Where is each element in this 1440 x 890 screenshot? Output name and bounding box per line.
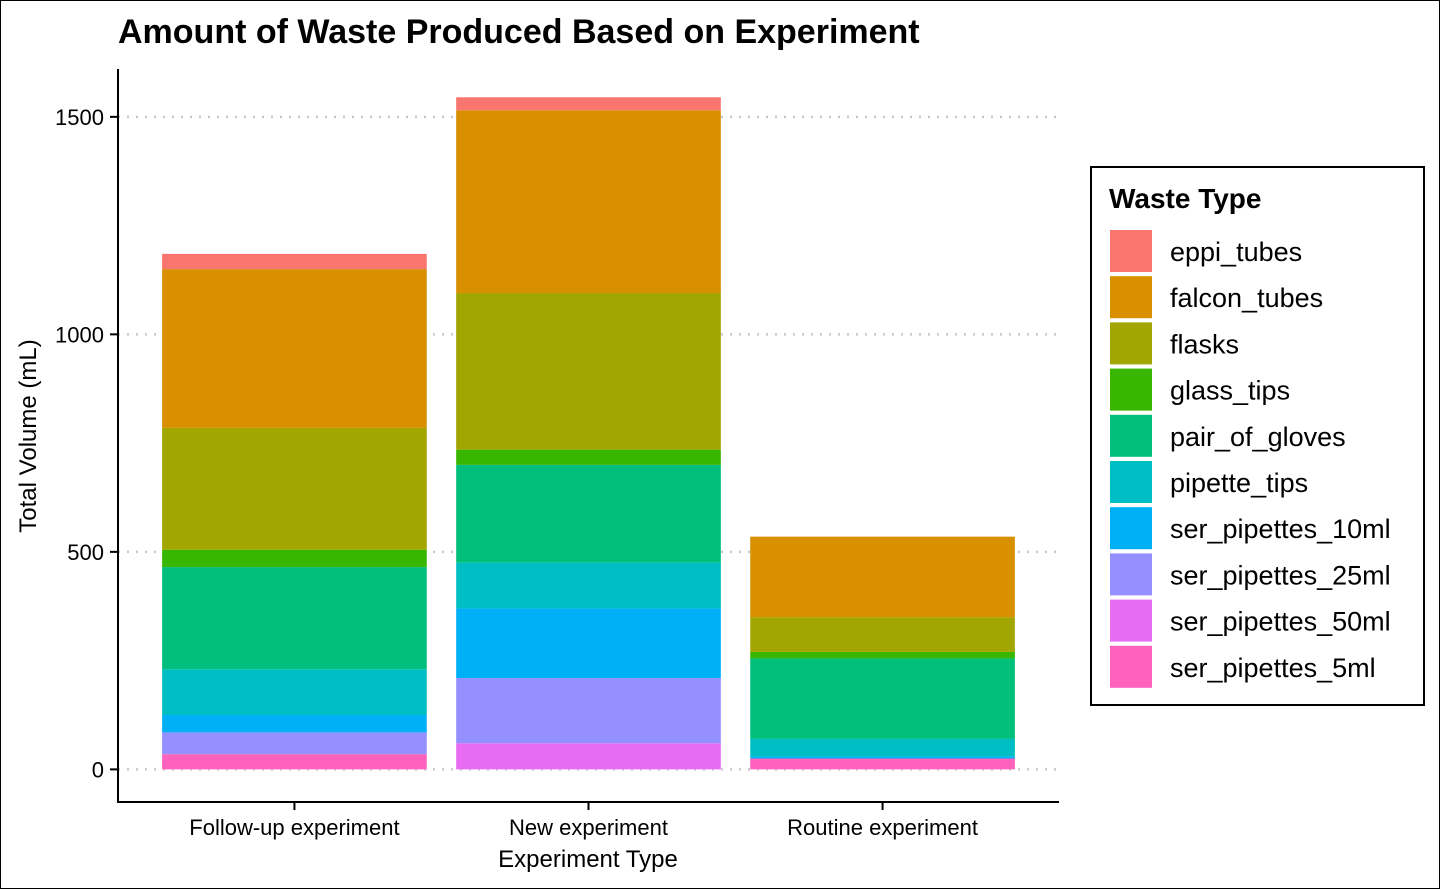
legend-label: flasks — [1170, 329, 1239, 359]
legend-swatch — [1110, 645, 1152, 688]
bar-segment-eppi_tubes — [162, 253, 427, 270]
bar-segment-glass_tips — [750, 651, 1015, 659]
bar-segment-pair_of_gloves — [162, 567, 427, 670]
y-axis-title: Total Volume (mL) — [15, 339, 42, 532]
bar-segment-glass_tips — [456, 449, 721, 465]
legend-swatch — [1110, 553, 1152, 596]
bar-segment-ser_pipettes_50ml — [456, 743, 721, 770]
bar-segment-ser_pipettes_25ml — [456, 678, 721, 744]
bar-segment-glass_tips — [162, 549, 427, 568]
bar-segment-ser_pipettes_25ml — [162, 732, 427, 755]
x-axis-title: Experiment Type — [498, 846, 678, 873]
bar-segment-falcon_tubes — [162, 269, 427, 428]
legend-label: eppi_tubes — [1170, 237, 1302, 267]
legend-label: ser_pipettes_5ml — [1170, 653, 1376, 683]
bar-segment-pipette_tips — [750, 738, 1015, 757]
bar-segment-ser_pipettes_5ml — [750, 758, 1015, 770]
legend-label: ser_pipettes_10ml — [1170, 514, 1391, 544]
legend-swatch — [1110, 322, 1152, 365]
legend-swatch — [1110, 276, 1152, 319]
legend-swatch — [1110, 230, 1152, 272]
y-tick-label: 1000 — [55, 322, 104, 347]
y-axis-ticks: 0 500 1000 1500 — [55, 105, 118, 782]
bar-segment-falcon_tubes — [456, 110, 721, 294]
legend-label: pipette_tips — [1170, 468, 1308, 498]
legend-title: Waste Type — [1109, 183, 1261, 214]
legend-swatch — [1110, 461, 1152, 503]
bar-segment-ser_pipettes_10ml — [456, 608, 721, 679]
legend-label: glass_tips — [1170, 376, 1290, 406]
bar-segment-falcon_tubes — [750, 536, 1015, 618]
bar-segment-pair_of_gloves — [750, 658, 1015, 739]
bar-segment-flasks — [456, 293, 721, 450]
bar-segment-pipette_tips — [456, 562, 721, 609]
bar-stack — [162, 253, 427, 770]
bars — [162, 97, 1015, 770]
legend-swatch — [1110, 507, 1152, 550]
bar-segment-flasks — [162, 427, 427, 550]
legend-label: ser_pipettes_50ml — [1170, 607, 1391, 637]
bar-stack — [750, 536, 1015, 770]
y-tick-label: 0 — [92, 757, 104, 782]
x-axis-ticks: Follow-up experiment New experiment Routin… — [189, 802, 978, 840]
y-tick-label: 1500 — [55, 105, 104, 130]
legend-swatch — [1110, 599, 1152, 642]
x-tick-label: Follow-up experiment — [189, 815, 399, 840]
bar-segment-flasks — [750, 617, 1015, 652]
y-tick-label: 500 — [67, 540, 104, 565]
chart-title: Amount of Waste Produced Based on Experi… — [118, 13, 920, 51]
bar-segment-ser_pipettes_5ml — [162, 754, 427, 770]
legend-swatch — [1110, 414, 1152, 457]
legend-label: pair_of_gloves — [1170, 422, 1346, 452]
bar-segment-eppi_tubes — [456, 97, 721, 111]
bar-segment-ser_pipettes_10ml — [162, 714, 427, 733]
bar-stack — [456, 97, 721, 770]
bar-segment-pipette_tips — [162, 669, 427, 715]
x-tick-label: New experiment — [509, 815, 668, 840]
legend-label: ser_pipettes_25ml — [1170, 560, 1391, 590]
legend-swatch — [1110, 368, 1152, 411]
bar-segment-ser_pipettes_10ml — [750, 756, 1015, 759]
x-tick-label: Routine experiment — [787, 815, 978, 840]
bar-segment-pair_of_gloves — [456, 464, 721, 563]
legend-label: falcon_tubes — [1170, 283, 1323, 313]
